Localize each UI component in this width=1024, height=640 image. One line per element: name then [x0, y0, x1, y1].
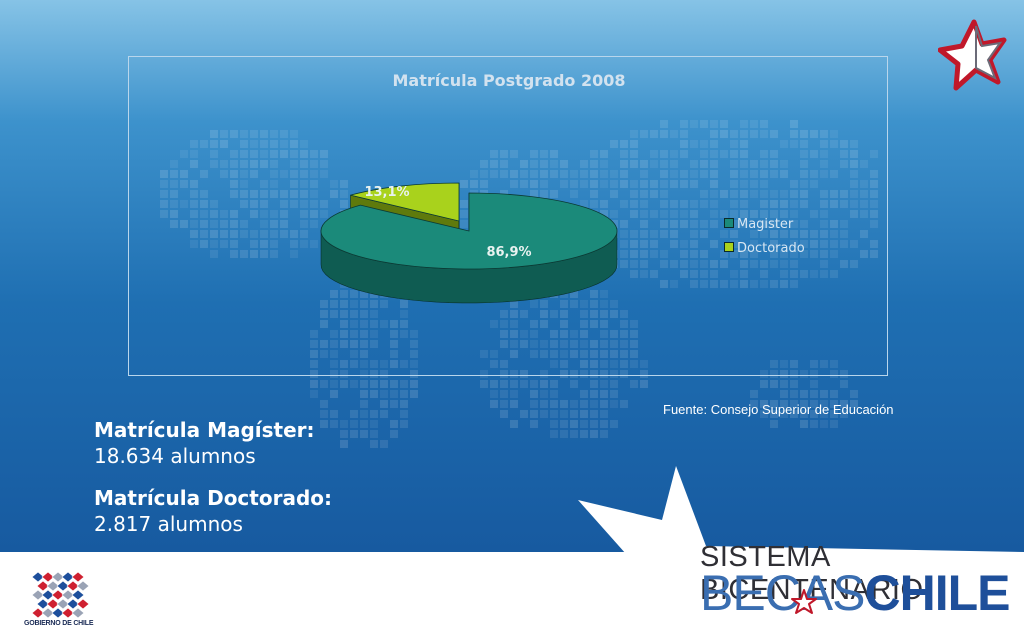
legend-item-doctorado: Doctorado	[724, 241, 805, 256]
pie-slice-doctorado	[350, 182, 460, 222]
brand-name-becas: BECAS	[700, 565, 866, 621]
legend-swatch-magister	[724, 218, 734, 228]
gobierno-de-chile-logo	[31, 571, 90, 619]
legend-label-magister: Magister	[737, 217, 794, 232]
stat-magister-value: 18.634 alumnos	[94, 444, 256, 468]
stat-doctorado-label: Matrícula Doctorado:	[94, 486, 332, 510]
pie-chart: 86,9% 13,1%	[320, 182, 618, 304]
source-note: Fuente: Consejo Superior de Educación	[663, 402, 894, 417]
stat-doctorado-value: 2.817 alumnos	[94, 512, 243, 536]
legend-item-magister: Magister	[724, 217, 793, 232]
chart-panel: Matrícula Postgrado 2008 86,9% 13,1% Magi…	[128, 56, 888, 376]
chart-title: Matrícula Postgrado 2008	[392, 71, 626, 90]
star-logo-icon	[938, 19, 1007, 91]
brand-name: BECASCHILE	[700, 564, 1011, 622]
brand-star-icon	[791, 589, 817, 614]
pie-slice-magister	[320, 192, 618, 270]
gobierno-de-chile-text: GOBIERNO DE CHILE	[24, 620, 94, 627]
brand-name-chile: CHILE	[864, 565, 1011, 621]
data-label-doctorado: 13,1%	[364, 185, 409, 200]
legend-label-doctorado: Doctorado	[737, 241, 805, 256]
data-label-magister: 86,9%	[486, 245, 531, 260]
legend-swatch-doctorado	[724, 242, 734, 252]
stat-magister-label: Matrícula Magíster:	[94, 418, 315, 442]
